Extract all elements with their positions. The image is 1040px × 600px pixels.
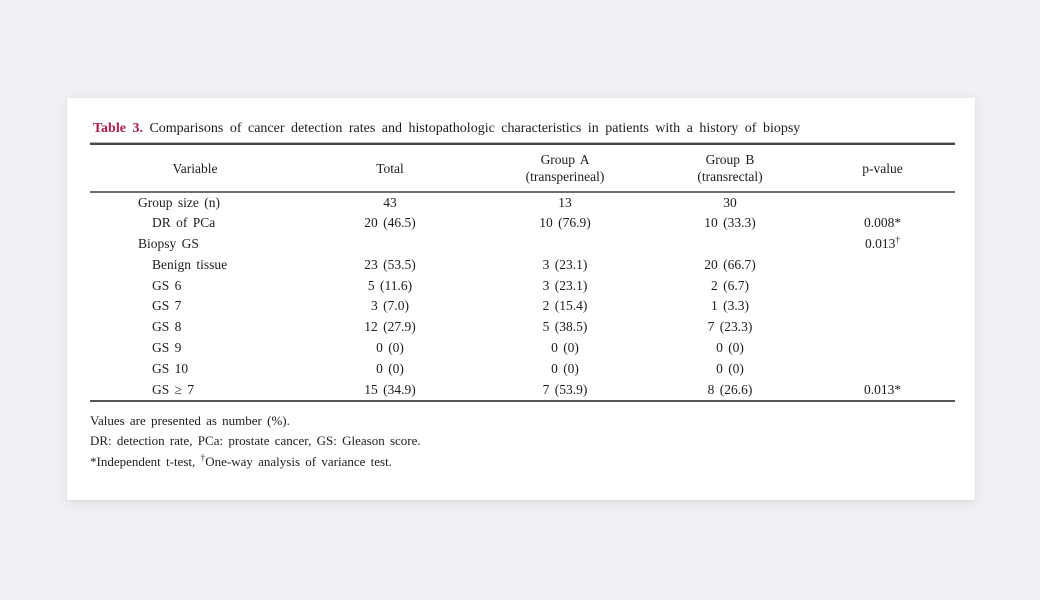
- footnote-abbreviations: DR: detection rate, PCa: prostate cancer…: [90, 433, 421, 449]
- cell-group-b: 2 (6.7): [711, 277, 749, 293]
- cell-total: 23 (53.5): [364, 256, 416, 272]
- cell-p-value: [810, 192, 955, 213]
- table-row-dr-of-pca: DR of PCa 20 (46.5) 10 (76.9) 10 (33.3) …: [90, 213, 955, 234]
- table-top-rule: [90, 142, 955, 145]
- table-title-label: Table 3.: [93, 121, 143, 136]
- cell-p-value: [810, 338, 955, 359]
- row-variable: Group size (n): [138, 194, 220, 210]
- row-variable: GS 10: [152, 360, 189, 376]
- cell-group-a: 3 (23.1): [542, 277, 588, 293]
- cell-group-b: 0 (0): [716, 339, 744, 355]
- cell-group-b: 30: [723, 194, 737, 210]
- cell-p-value: [810, 296, 955, 317]
- cell-group-a: 2 (15.4): [542, 298, 588, 314]
- table-3: Variable Total Group A (transperineal) Gr…: [90, 145, 955, 400]
- col-header-variable: Variable: [90, 145, 300, 193]
- cell-group-b: [650, 234, 810, 255]
- row-variable: GS 6: [152, 277, 182, 293]
- cell-group-b: 8 (26.6): [707, 381, 753, 397]
- table-header: Variable Total Group A (transperineal) Gr…: [90, 145, 955, 193]
- cell-group-a: [480, 234, 650, 255]
- table-row-gs-10: GS 10 0 (0) 0 (0) 0 (0): [90, 358, 955, 379]
- cell-group-a: 0 (0): [551, 360, 579, 376]
- cell-total: 20 (46.5): [364, 215, 416, 231]
- cell-p-value: [810, 254, 955, 275]
- cell-total: 3 (7.0): [371, 298, 409, 314]
- row-variable: Benign tissue: [152, 256, 228, 272]
- row-variable: Biopsy GS: [138, 235, 199, 251]
- row-variable: GS 8: [152, 319, 182, 335]
- row-variable: GS ≥ 7: [152, 381, 195, 397]
- cell-p-value: 0.013*: [863, 381, 902, 397]
- footnote-values: Values are presented as number (%).: [90, 412, 290, 428]
- cell-p-value: 0.013†: [864, 235, 901, 251]
- col-header-group-a: Group A (transperineal): [480, 145, 650, 193]
- cell-total: 5 (11.6): [367, 277, 413, 293]
- table-bottom-rule: [90, 399, 955, 402]
- cell-group-a: 3 (23.1): [542, 256, 588, 272]
- cell-group-b: 1 (3.3): [711, 298, 749, 314]
- table-row-group-size: Group size (n) 43 13 30: [90, 192, 955, 213]
- cell-total: 43: [383, 194, 397, 210]
- col-header-p-value: p-value: [810, 145, 955, 193]
- table-row-gs-7: GS 7 3 (7.0) 2 (15.4) 1 (3.3): [90, 296, 955, 317]
- cell-group-a: 13: [558, 194, 572, 210]
- table-body: Group size (n) 43 13 30 DR of PCa 20 (46…: [90, 192, 955, 400]
- cell-p-value: 0.008*: [863, 215, 902, 231]
- table-row-gs-6: GS 6 5 (11.6) 3 (23.1) 2 (6.7): [90, 275, 955, 296]
- cell-group-a: 7 (53.9): [542, 381, 588, 397]
- cell-total: 0 (0): [376, 360, 404, 376]
- table-title: Table 3. Comparisons of cancer detection…: [90, 120, 955, 137]
- table-row-gs-ge-7: GS ≥ 7 15 (34.9) 7 (53.9) 8 (26.6) 0.013…: [90, 379, 955, 400]
- paper-card: Table 3. Comparisons of cancer detection…: [67, 98, 975, 500]
- row-variable: GS 9: [152, 339, 182, 355]
- table-row-gs-8: GS 8 12 (27.9) 5 (38.5) 7 (23.3): [90, 317, 955, 338]
- row-variable: DR of PCa: [152, 215, 216, 231]
- cell-total: 0 (0): [376, 339, 404, 355]
- table-title-text: Comparisons of cancer detection rates an…: [149, 121, 801, 136]
- col-header-group-b: Group B (transrectal): [650, 145, 810, 193]
- table-footnotes: Values are presented as number (%). DR: …: [90, 411, 955, 473]
- col-header-total: Total: [300, 145, 480, 193]
- cell-group-b: 7 (23.3): [707, 319, 753, 335]
- header-row: Variable Total Group A (transperineal) Gr…: [90, 145, 955, 193]
- cell-total: 12 (27.9): [364, 319, 416, 335]
- cell-group-a: 10 (76.9): [539, 215, 591, 231]
- cell-total: 15 (34.9): [364, 381, 416, 397]
- cell-group-b: 20 (66.7): [704, 256, 756, 272]
- table-row-gs-9: GS 9 0 (0) 0 (0) 0 (0): [90, 338, 955, 359]
- row-variable: GS 7: [152, 298, 182, 314]
- footnote-tests: *Independent t-test, †One-way analysis o…: [90, 453, 392, 469]
- cell-p-value: [810, 358, 955, 379]
- cell-group-a: 5 (38.5): [542, 319, 588, 335]
- cell-group-b: 10 (33.3): [704, 215, 756, 231]
- table-row-biopsy-gs: Biopsy GS 0.013†: [90, 234, 955, 255]
- table-row-benign-tissue: Benign tissue 23 (53.5) 3 (23.1) 20 (66.…: [90, 254, 955, 275]
- cell-group-b: 0 (0): [716, 360, 744, 376]
- cell-p-value: [810, 275, 955, 296]
- cell-group-a: 0 (0): [551, 339, 579, 355]
- cell-total: [300, 234, 480, 255]
- paper-content: Table 3. Comparisons of cancer detection…: [67, 98, 975, 472]
- cell-p-value: [810, 317, 955, 338]
